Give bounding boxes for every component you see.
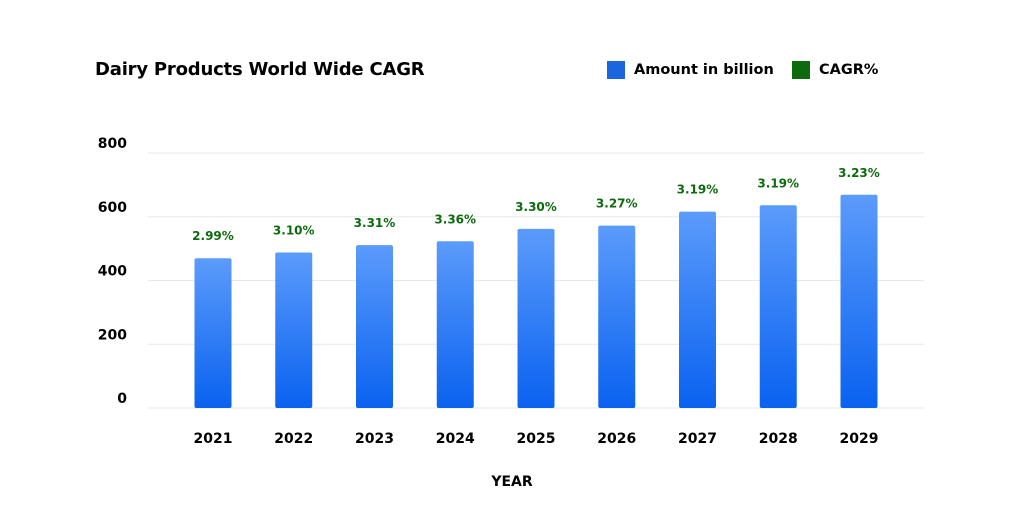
y-tick-label: 800: [98, 136, 127, 152]
x-tick-label: 2027: [678, 431, 717, 447]
cagr-label: 3.19%: [677, 183, 719, 197]
cagr-label: 3.19%: [757, 176, 799, 190]
bar-2023: [356, 245, 393, 408]
cagr-label: 3.27%: [596, 197, 638, 211]
chart-title: Dairy Products World Wide CAGR: [95, 59, 425, 80]
legend-swatch-cagr: [792, 61, 810, 79]
x-tick-label: 2025: [517, 431, 556, 447]
x-tick-label: 2028: [759, 431, 798, 447]
y-axis-ticks: 0 200 400 600 800: [98, 136, 127, 407]
x-tick-label: 2022: [274, 431, 313, 447]
y-tick-label: 0: [117, 391, 127, 407]
cagr-label: 2.99%: [192, 229, 234, 243]
y-tick-label: 400: [98, 264, 127, 280]
cagr-labels: 2.99% 3.10% 3.31% 3.36% 3.30% 3.27% 3.19% 3.19%…: [192, 166, 880, 243]
cagr-label: 3.10%: [273, 223, 315, 237]
bar-2024: [436, 241, 474, 408]
y-tick-label: 600: [98, 200, 127, 216]
legend-item-cagr: CAGR%: [792, 59, 878, 81]
x-tick-label: 2021: [194, 431, 233, 447]
bar-2022: [275, 252, 313, 408]
bar-2026: [598, 225, 636, 408]
legend-label-amount: Amount in billion: [634, 62, 774, 78]
x-tick-label: 2026: [597, 431, 636, 447]
bar-2029: [840, 194, 878, 408]
cagr-label: 3.30%: [515, 200, 557, 214]
bar-2027: [679, 211, 716, 408]
x-axis-ticks: 2021 2022 2023 2024 2025 2026 2027 2028 2029: [194, 431, 879, 447]
cagr-label: 3.23%: [838, 166, 880, 180]
bar-2025: [517, 228, 555, 408]
y-tick-label: 200: [98, 327, 127, 343]
x-axis-title: YEAR: [490, 474, 533, 490]
bars: [194, 194, 878, 408]
bar-2021: [194, 258, 232, 408]
bar-2028: [759, 205, 797, 408]
cagr-label: 3.36%: [434, 212, 476, 226]
cagr-label: 3.31%: [354, 216, 396, 230]
x-tick-label: 2023: [355, 431, 394, 447]
legend-swatch-amount: [607, 61, 625, 79]
x-tick-label: 2024: [436, 431, 475, 447]
legend-item-amount: Amount in billion: [607, 59, 774, 81]
legend-label-cagr: CAGR%: [819, 62, 879, 78]
x-tick-label: 2029: [840, 431, 879, 447]
